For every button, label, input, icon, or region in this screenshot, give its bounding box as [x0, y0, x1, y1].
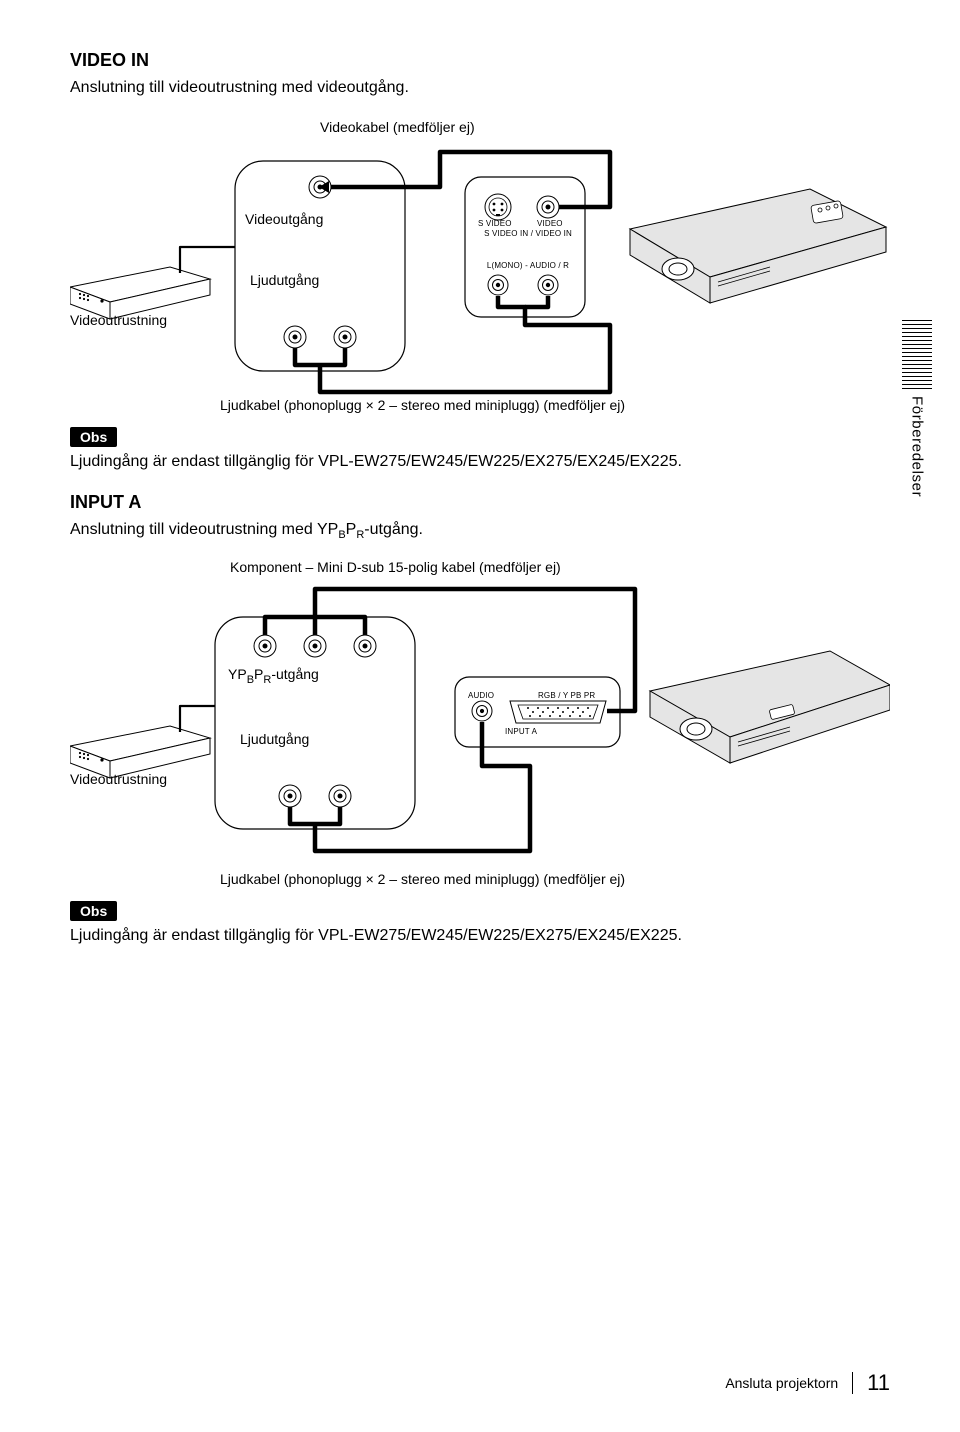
- page-number: 11: [867, 1370, 890, 1396]
- side-tab-label: Förberedelser: [909, 396, 926, 497]
- tiny-video: VIDEO: [537, 219, 563, 228]
- diagram-input-a: Komponent – Mini D-sub 15-polig kabel (m…: [70, 551, 890, 861]
- heading-video-in: VIDEO IN: [70, 50, 890, 71]
- obs-badge-1: Obs: [70, 427, 117, 447]
- label-audio-output-1: Ljudutgång: [250, 272, 319, 288]
- subtitle-input-a: Anslutning till videoutrustning med YPBP…: [70, 519, 890, 544]
- obs-text-1: Ljudingång är endast tillgänglig för VPL…: [70, 451, 890, 473]
- diagram-svg-input-a: [70, 551, 890, 871]
- section-video-in: VIDEO IN Anslutning till videoutrustning…: [70, 50, 890, 474]
- label-video-output: Videoutgång: [245, 211, 323, 227]
- tiny-line2: S VIDEO IN / VIDEO IN: [469, 229, 587, 238]
- diagram-svg-video-in: [70, 107, 890, 407]
- tiny-audio-line: L(MONO) - AUDIO / R: [469, 261, 587, 270]
- footer-divider: [852, 1372, 853, 1394]
- label-audio-cable-2: Ljudkabel (phonoplugg × 2 – stereo med m…: [220, 871, 890, 887]
- label-video-equipment-1: Videoutrustning: [70, 312, 167, 328]
- subtitle-input-a-sub1: B: [338, 529, 345, 541]
- tiny-input-a: INPUT A: [505, 727, 537, 736]
- obs-badge-2: Obs: [70, 901, 117, 921]
- tiny-audio: AUDIO: [468, 691, 494, 700]
- side-tab-stripes: [902, 320, 932, 390]
- footer-text: Ansluta projektorn: [725, 1375, 838, 1391]
- page-footer: Ansluta projektorn 11: [725, 1370, 890, 1396]
- section-input-a: INPUT A Anslutning till videoutrustning …: [70, 492, 890, 948]
- tiny-rgb: RGB / Y PB PR: [538, 691, 595, 700]
- side-tab: Förberedelser: [902, 320, 932, 497]
- subtitle-input-a-pre: Anslutning till videoutrustning med YP: [70, 521, 338, 538]
- label-audio-output-2: Ljudutgång: [240, 731, 309, 747]
- label-component-cable: Komponent – Mini D-sub 15-polig kabel (m…: [230, 559, 561, 575]
- label-video-cable: Videokabel (medföljer ej): [320, 119, 475, 135]
- label-ypbpr-output: YPBPR-utgång: [228, 666, 319, 686]
- diagram-video-in: Videokabel (medföljer ej) Videoutgång Lj…: [70, 107, 890, 387]
- subtitle-input-a-mid: P: [346, 521, 357, 538]
- tiny-s-video: S VIDEO: [478, 219, 512, 228]
- obs-text-2: Ljudingång är endast tillgänglig för VPL…: [70, 925, 890, 947]
- subtitle-input-a-post: -utgång.: [364, 521, 423, 538]
- label-video-equipment-2: Videoutrustning: [70, 771, 167, 787]
- subtitle-video-in: Anslutning till videoutrustning med vide…: [70, 77, 890, 99]
- heading-input-a: INPUT A: [70, 492, 890, 513]
